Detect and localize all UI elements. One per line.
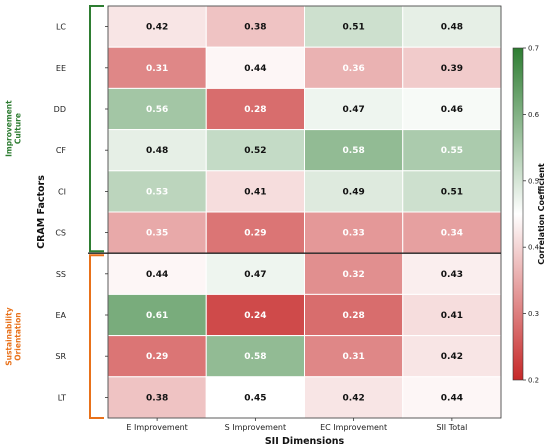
cell-value-label: 0.58 — [244, 352, 266, 362]
y-tick-label: EA — [55, 311, 66, 320]
cell-value-label: 0.28 — [343, 311, 365, 321]
cell-value-label: 0.55 — [441, 146, 463, 156]
heatmap-cell — [304, 376, 404, 419]
cell-value-label: 0.51 — [343, 23, 365, 33]
y-tick-label: CF — [56, 146, 67, 155]
x-tick-label: EC Improvement — [320, 423, 387, 432]
cell-value-label: 0.47 — [343, 105, 365, 115]
cell-value-label: 0.35 — [146, 229, 168, 239]
heatmap-cell — [402, 376, 502, 419]
heatmap-cell — [107, 252, 207, 295]
x-tick-label: E Improvement — [126, 423, 187, 432]
colorbar-tick-label: 0.5 — [528, 177, 539, 185]
group-bracket — [89, 5, 104, 253]
cell-value-label: 0.48 — [146, 146, 168, 156]
cell-value-label: 0.45 — [244, 393, 266, 403]
cell-value-label: 0.42 — [343, 393, 365, 403]
heatmap-cell — [304, 293, 404, 337]
colorbar-tick-label: 0.7 — [528, 45, 539, 53]
heatmap-cell — [205, 129, 305, 172]
heatmap-cell — [205, 46, 305, 89]
group-label: ImprovementCulture — [5, 100, 23, 157]
cell-value-label: 0.43 — [441, 270, 463, 280]
cell-value-label: 0.46 — [441, 105, 463, 115]
cell-value-label: 0.24 — [244, 311, 266, 321]
heatmap-cell — [107, 5, 207, 48]
heatmap-cell — [402, 170, 502, 213]
cell-value-label: 0.31 — [146, 64, 168, 74]
cell-value-label: 0.61 — [146, 311, 168, 321]
cell-value-label: 0.29 — [146, 352, 168, 362]
heatmap-cell — [402, 46, 502, 89]
cell-value-label: 0.31 — [343, 352, 365, 362]
colorbar-tick-label: 0.2 — [528, 377, 539, 385]
y-tick-label: LT — [58, 393, 66, 402]
cell-value-label: 0.44 — [244, 64, 266, 74]
cell-value-label: 0.36 — [343, 64, 365, 74]
x-axis-label: SII Dimensions — [265, 436, 345, 447]
heatmap-cell — [402, 129, 502, 172]
heatmap-cell — [304, 252, 404, 295]
group-bracket — [89, 254, 104, 419]
cell-value-label: 0.29 — [244, 229, 266, 239]
cell-value-label: 0.47 — [244, 270, 266, 280]
heatmap-cell — [402, 87, 502, 131]
x-tick-label: SII Total — [436, 423, 467, 432]
y-tick-label: CS — [55, 229, 66, 238]
cell-value-label: 0.53 — [146, 187, 168, 197]
y-tick-label: EE — [56, 64, 66, 73]
heatmap-cell — [107, 293, 207, 337]
colorbar: 0.2 0.3 0.4 0.5 0.6 0.7 Correlation Coefficien… — [512, 45, 546, 385]
cell-value-label: 0.58 — [343, 146, 365, 156]
cell-value-label: 0.33 — [343, 229, 365, 239]
cell-value-label: 0.32 — [343, 270, 365, 280]
cell-value-label: 0.51 — [441, 187, 463, 197]
x-tick-label: S Improvement — [225, 423, 286, 432]
heatmap-cell — [107, 376, 207, 419]
y-axis-label: CRAM Factors — [36, 175, 47, 249]
y-tick-label: SS — [56, 270, 66, 279]
heatmap-cell — [402, 335, 502, 378]
colorbar-gradient — [512, 47, 524, 381]
heatmap-cell — [205, 5, 305, 48]
cell-value-labels: 0.42 0.38 0.51 0.48 0.31 0.44 0.36 0.39 0.56 0.28… — [146, 23, 463, 404]
heatmap-cell — [304, 211, 404, 254]
plot-border — [107, 5, 502, 419]
cell-value-label: 0.42 — [146, 23, 168, 33]
y-tick-label: SR — [55, 352, 66, 361]
colorbar-tick-label: 0.4 — [528, 244, 540, 252]
cell-value-label: 0.44 — [146, 270, 168, 280]
y-tick-label: CI — [58, 187, 66, 196]
group-brackets: ImprovementCulture SustainabilityOrientat… — [5, 5, 104, 419]
cell-value-label: 0.44 — [441, 393, 463, 403]
x-tick-labels: E Improvement S Improvement EC Improvement… — [126, 418, 467, 432]
cell-value-label: 0.41 — [441, 311, 463, 321]
cell-value-label: 0.38 — [146, 393, 168, 403]
cell-value-label: 0.34 — [441, 229, 463, 239]
group-label: SustainabilityOrientation — [5, 307, 23, 365]
heatmap-cell — [107, 211, 207, 254]
heatmap-cell — [304, 170, 404, 213]
cell-value-label: 0.56 — [146, 105, 168, 115]
cell-value-label: 0.38 — [244, 23, 266, 33]
heatmap-cell — [205, 87, 305, 131]
colorbar-tick-label: 0.3 — [528, 310, 539, 318]
cell-value-label: 0.42 — [441, 352, 463, 362]
y-tick-label: DD — [54, 105, 66, 114]
cell-value-label: 0.28 — [244, 105, 266, 115]
cell-value-label: 0.49 — [343, 187, 365, 197]
cell-value-label: 0.48 — [441, 23, 463, 33]
cell-value-label: 0.52 — [244, 146, 266, 156]
y-tick-labels: LC EE DD CF CI CS SS EA SR LT — [54, 23, 108, 402]
y-tick-label: LC — [56, 23, 66, 32]
heatmap-cell — [205, 211, 305, 254]
colorbar-tick-label: 0.6 — [528, 111, 540, 119]
heatmap-cell — [402, 252, 502, 295]
heatmap-cell — [205, 170, 305, 213]
colorbar-label: Correlation Coefficient — [537, 163, 546, 265]
cell-value-label: 0.39 — [441, 64, 463, 74]
cell-value-label: 0.41 — [244, 187, 266, 197]
